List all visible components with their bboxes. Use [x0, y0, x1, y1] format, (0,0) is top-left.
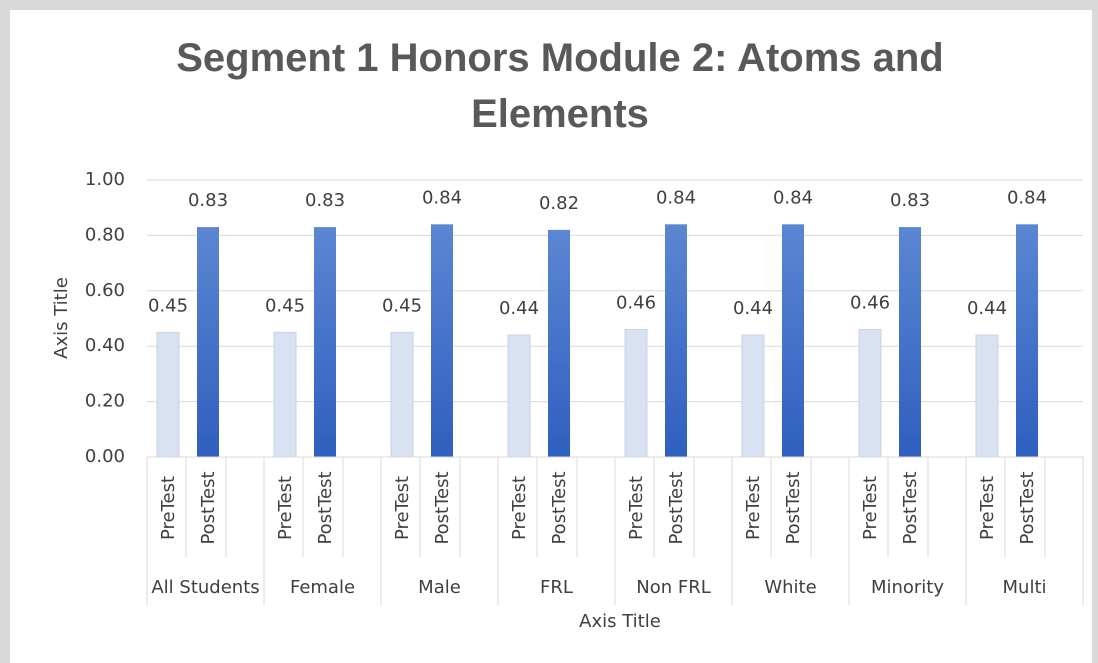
y-tick-label: 0.00	[85, 446, 125, 467]
bar	[156, 331, 180, 458]
bar	[741, 334, 765, 458]
data-label: 0.45	[382, 295, 422, 316]
subcategory-label: PostTest	[1017, 471, 1038, 544]
data-label: 0.83	[890, 190, 930, 211]
bar	[858, 329, 882, 458]
subcategory-label: PostTest	[900, 471, 921, 544]
data-label: 0.46	[616, 293, 656, 314]
subcategory-label: PostTest	[198, 471, 219, 544]
subcategory-label: PreTest	[626, 476, 647, 540]
data-label: 0.84	[656, 187, 696, 208]
y-tick-label: 0.20	[85, 391, 125, 412]
data-label: 0.84	[1007, 187, 1047, 208]
data-label: 0.44	[499, 298, 539, 319]
x-tick-label: Multi	[1003, 577, 1047, 598]
bar	[314, 227, 336, 457]
data-label: 0.45	[148, 295, 188, 316]
bar	[899, 227, 921, 457]
bar	[1016, 224, 1038, 457]
data-label: 0.84	[773, 187, 813, 208]
subcategory-label: PreTest	[509, 476, 530, 540]
bar	[197, 227, 219, 457]
subcategory-label: PostTest	[783, 471, 804, 544]
subcategory-label: PreTest	[743, 476, 764, 540]
bar	[624, 329, 648, 458]
subcategory-label: PreTest	[275, 476, 296, 540]
subcategory-label: PreTest	[860, 476, 881, 540]
x-tick-label: White	[764, 577, 816, 598]
data-label: 0.44	[967, 298, 1007, 319]
x-tick-label: All Students	[151, 577, 259, 598]
subcategory-label: PreTest	[158, 476, 179, 540]
data-label: 0.45	[265, 295, 305, 316]
subcategory-label: PreTest	[392, 476, 413, 540]
bar	[431, 224, 453, 457]
bar	[665, 224, 687, 457]
x-axis-title: Axis Title	[579, 611, 661, 632]
y-tick-label: 0.80	[85, 224, 125, 245]
x-tick-label: FRL	[540, 577, 573, 598]
subcategory-label: PostTest	[666, 471, 687, 544]
subcategory-label: PreTest	[977, 476, 998, 540]
bar	[507, 334, 531, 458]
bar	[782, 224, 804, 457]
subcategory-label: PostTest	[549, 471, 570, 544]
chart-title: Segment 1 Honors Module 2: Atoms and Ele…	[176, 36, 944, 136]
data-label: 0.82	[539, 193, 579, 214]
y-tick-label: 0.60	[85, 280, 125, 301]
subcategory-label: PostTest	[315, 471, 336, 544]
data-label: 0.83	[305, 190, 345, 211]
data-label: 0.44	[733, 298, 773, 319]
data-label: 0.46	[850, 293, 890, 314]
bar	[975, 334, 999, 458]
bar	[548, 229, 570, 457]
bar	[273, 331, 297, 458]
y-tick-label: 0.40	[85, 335, 125, 356]
x-tick-label: Minority	[871, 577, 944, 598]
x-tick-label: Non FRL	[636, 577, 711, 598]
bar	[390, 331, 414, 458]
x-tick-label: Male	[418, 577, 461, 598]
data-label: 0.83	[188, 190, 228, 211]
x-tick-label: Female	[290, 577, 355, 598]
subcategory-label: PostTest	[432, 471, 453, 544]
y-axis-title: Axis Title	[51, 277, 72, 359]
y-tick-label: 1.00	[85, 169, 125, 190]
data-label: 0.84	[422, 187, 462, 208]
